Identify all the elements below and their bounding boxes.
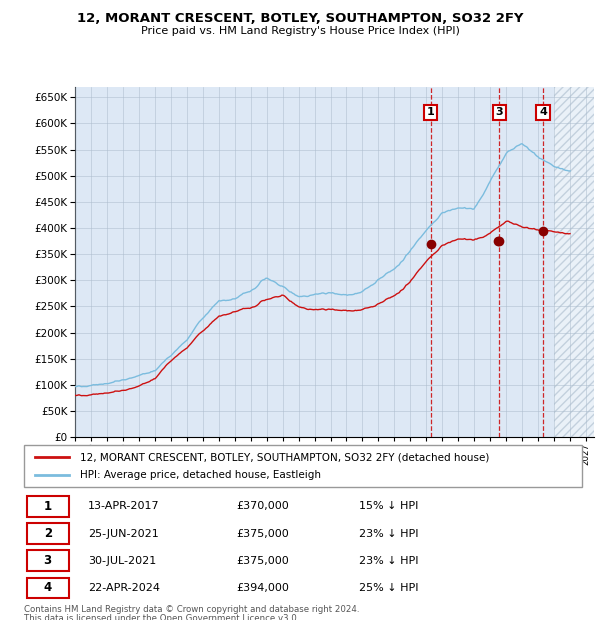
Text: 13-APR-2017: 13-APR-2017 <box>88 502 160 512</box>
Text: 2: 2 <box>44 527 52 540</box>
FancyBboxPatch shape <box>27 578 68 598</box>
Text: Price paid vs. HM Land Registry's House Price Index (HPI): Price paid vs. HM Land Registry's House … <box>140 26 460 36</box>
Text: 22-APR-2024: 22-APR-2024 <box>88 583 160 593</box>
Bar <box>554 87 594 437</box>
Text: £370,000: £370,000 <box>236 502 289 512</box>
Text: £394,000: £394,000 <box>236 583 289 593</box>
Text: 12, MORANT CRESCENT, BOTLEY, SOUTHAMPTON, SO32 2FY (detached house): 12, MORANT CRESCENT, BOTLEY, SOUTHAMPTON… <box>80 452 489 462</box>
Text: 12, MORANT CRESCENT, BOTLEY, SOUTHAMPTON, SO32 2FY: 12, MORANT CRESCENT, BOTLEY, SOUTHAMPTON… <box>77 12 523 25</box>
Text: 23% ↓ HPI: 23% ↓ HPI <box>359 556 418 565</box>
Text: 4: 4 <box>44 582 52 595</box>
FancyBboxPatch shape <box>27 523 68 544</box>
Text: 4: 4 <box>539 107 547 117</box>
Text: 1: 1 <box>427 107 434 117</box>
Text: £375,000: £375,000 <box>236 556 289 565</box>
Text: 25-JUN-2021: 25-JUN-2021 <box>88 529 159 539</box>
Text: 25% ↓ HPI: 25% ↓ HPI <box>359 583 418 593</box>
FancyBboxPatch shape <box>27 496 68 517</box>
Text: 3: 3 <box>44 554 52 567</box>
Text: 30-JUL-2021: 30-JUL-2021 <box>88 556 157 565</box>
Text: 23% ↓ HPI: 23% ↓ HPI <box>359 529 418 539</box>
FancyBboxPatch shape <box>27 551 68 571</box>
Text: Contains HM Land Registry data © Crown copyright and database right 2024.: Contains HM Land Registry data © Crown c… <box>24 604 359 614</box>
Text: 15% ↓ HPI: 15% ↓ HPI <box>359 502 418 512</box>
Text: This data is licensed under the Open Government Licence v3.0.: This data is licensed under the Open Gov… <box>24 614 299 620</box>
Text: 1: 1 <box>44 500 52 513</box>
Text: £375,000: £375,000 <box>236 529 289 539</box>
Text: HPI: Average price, detached house, Eastleigh: HPI: Average price, detached house, East… <box>80 471 321 480</box>
Text: 3: 3 <box>496 107 503 117</box>
Bar <box>554 87 594 437</box>
